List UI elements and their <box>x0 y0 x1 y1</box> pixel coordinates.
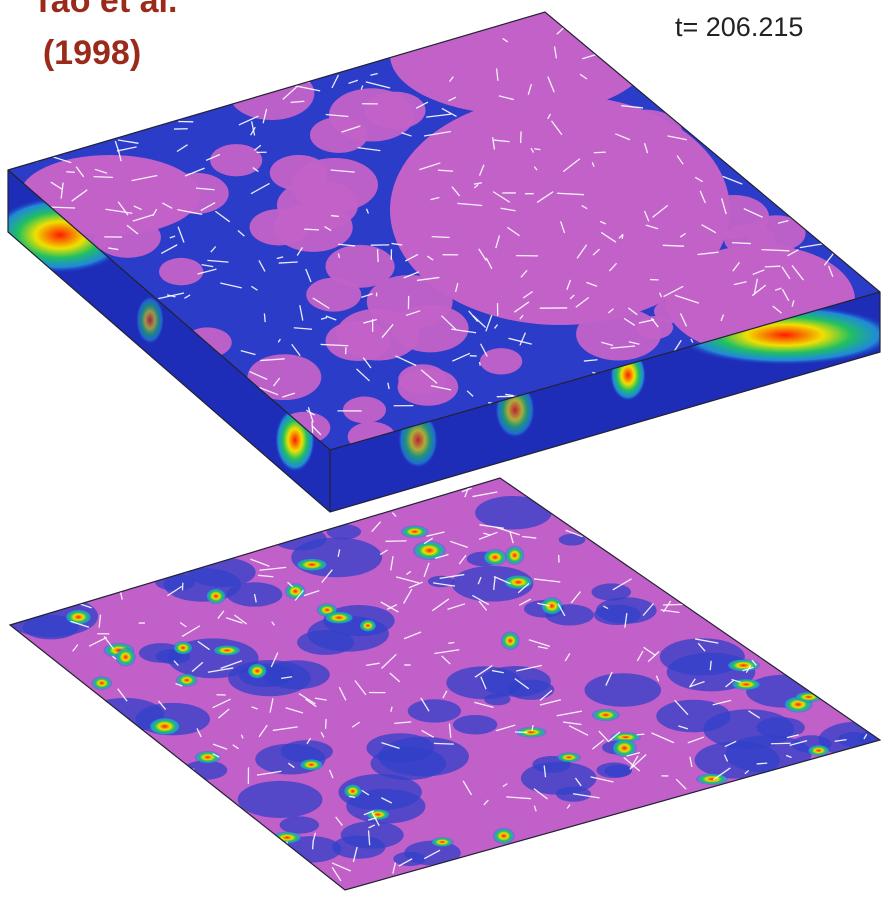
flow-streak <box>594 152 606 153</box>
hot-spot <box>212 645 241 656</box>
channel <box>594 605 641 625</box>
cell <box>398 364 447 394</box>
hot-spot <box>247 663 267 679</box>
flow-streak <box>331 216 339 217</box>
flow-streak <box>313 841 314 849</box>
channel <box>408 699 461 722</box>
hot-spot <box>148 717 181 735</box>
hot-spot <box>592 709 620 722</box>
hot-spot <box>413 541 447 561</box>
hot-spot <box>91 676 112 690</box>
reference-line-2: (1998) <box>43 34 141 72</box>
hot-spot <box>431 837 454 847</box>
flow-streak <box>479 362 480 366</box>
channel <box>453 715 497 734</box>
flow-streak <box>663 245 684 246</box>
cell <box>329 88 415 141</box>
channel <box>280 816 320 833</box>
hot-spot <box>557 752 582 762</box>
hot-spot <box>115 648 136 667</box>
flow-streak <box>622 234 623 239</box>
flow-streak <box>771 743 791 744</box>
channel <box>584 673 661 707</box>
hot-spot <box>299 759 324 771</box>
flow-streak <box>434 743 454 744</box>
cell <box>480 348 522 374</box>
flow-streak <box>432 237 450 238</box>
hot-spot <box>136 296 164 344</box>
hot-spot <box>295 558 328 571</box>
flow-streak <box>765 266 781 267</box>
channel <box>371 747 447 780</box>
hot-spot <box>365 809 390 821</box>
flow-streak <box>663 604 685 605</box>
cell <box>270 155 328 191</box>
channel <box>238 781 323 818</box>
hot-spot <box>65 609 92 625</box>
cell <box>210 144 262 176</box>
hot-spot <box>505 546 524 566</box>
hot-spot <box>401 525 429 538</box>
flow-streak <box>304 229 319 230</box>
hot-spot <box>696 773 729 785</box>
flow-streak <box>94 177 113 178</box>
flow-streak <box>637 734 645 735</box>
flow-streak <box>66 172 75 173</box>
flow-streak <box>732 243 751 244</box>
flow-streak <box>377 249 378 262</box>
channel <box>291 538 382 578</box>
time-label: t= 206.215 <box>675 12 803 42</box>
flow-streak <box>521 131 522 143</box>
flow-streak <box>264 313 265 322</box>
hot-spot <box>173 641 193 655</box>
figure: Tao et al. (1998) t= 206.215 <box>0 0 881 907</box>
channel <box>481 666 551 697</box>
hot-spot <box>359 619 377 632</box>
cell <box>159 258 203 285</box>
hot-spot <box>324 611 354 624</box>
cell <box>336 309 420 361</box>
hot-spot <box>206 588 227 604</box>
channel <box>604 765 631 777</box>
hot-spot <box>493 828 515 844</box>
flow-streak <box>326 719 327 729</box>
cell <box>306 278 361 312</box>
reference-line-1: Tao et al. <box>33 0 178 20</box>
hot-spot <box>195 751 221 764</box>
hot-spot <box>501 631 520 650</box>
flow-streak <box>757 763 768 764</box>
cell <box>343 397 386 424</box>
channel <box>591 583 631 600</box>
flow-streak <box>534 149 540 150</box>
flow-streak <box>448 642 454 643</box>
hot-spot <box>483 549 507 566</box>
flow-streak <box>312 421 313 433</box>
